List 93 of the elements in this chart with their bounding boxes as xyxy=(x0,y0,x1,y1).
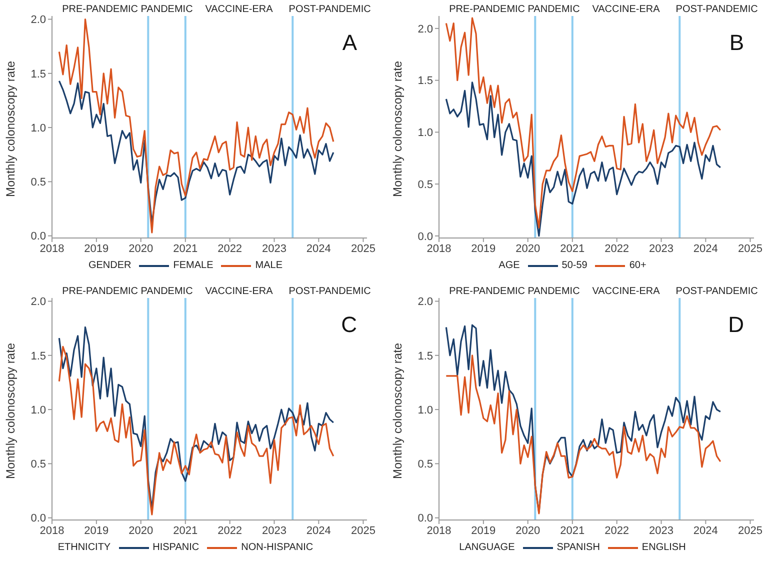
y-tick-label: 0.5 xyxy=(30,176,46,189)
y-tick-label: 0.5 xyxy=(418,178,433,191)
x-tick-label: 2019 xyxy=(471,524,496,537)
x-tick-label: 2022 xyxy=(218,524,242,537)
x-tick-label: 2024 xyxy=(306,524,331,537)
y-tick-label: 2.0 xyxy=(418,23,433,36)
line-series xyxy=(445,354,722,514)
y-tick-label: 0.0 xyxy=(418,512,433,525)
text: POST-PANDEMIC xyxy=(288,286,371,297)
text: PANDEMIC xyxy=(140,4,193,15)
legend-title: AGE xyxy=(498,260,520,271)
x-tick-label: 2025 xyxy=(350,524,376,537)
legend-label: MALE xyxy=(255,260,283,271)
x-tick-label: 2024 xyxy=(306,242,331,255)
x-tick-label: 2018 xyxy=(40,242,64,255)
x-tick-label: 2023 xyxy=(649,242,674,255)
legend-label: NON-HISPANIC xyxy=(241,542,314,553)
text: VACCINE-ERA xyxy=(592,4,660,15)
y-tick-label: 1.5 xyxy=(418,75,433,88)
y-tick-label: 1.0 xyxy=(418,127,433,140)
text: VACCINE-ERA xyxy=(205,286,274,297)
text: PANDEMIC xyxy=(528,286,580,297)
x-tick-label: 2021 xyxy=(173,524,198,537)
x-tick-label: 2019 xyxy=(84,242,109,255)
y-tick-label: 1.5 xyxy=(418,350,433,362)
text: VACCINE-ERA xyxy=(205,4,274,15)
x-tick-label: 2022 xyxy=(604,242,630,255)
x-tick-label: 2022 xyxy=(604,524,630,537)
x-tick-label: 2021 xyxy=(173,242,198,255)
x-tick-label: 2018 xyxy=(40,524,64,537)
legend-title: GENDER xyxy=(88,260,132,271)
legend-title: ETHNICITY xyxy=(58,542,111,553)
legend-label: HISPANIC xyxy=(152,542,200,553)
text: PANDEMIC xyxy=(140,286,193,297)
x-tick-label: 2020 xyxy=(128,242,154,255)
x-tick-label: 2020 xyxy=(516,242,540,255)
legend-label: 60+ xyxy=(629,260,646,271)
x-tick-label: 2023 xyxy=(649,524,674,537)
x-tick-label: 2025 xyxy=(738,242,762,255)
legend-title: LANGUAGE xyxy=(459,542,515,553)
legend-label: ENGLISH xyxy=(642,542,686,553)
text: PRE-PANDEMIC xyxy=(62,4,138,15)
y-tick-label: 1.5 xyxy=(30,68,46,80)
y-axis-title: Monthly colonoscopy rate xyxy=(390,60,404,197)
legend-label: FEMALE xyxy=(173,260,214,271)
text: PRE-PANDEMIC xyxy=(62,286,138,297)
text: PANDEMIC xyxy=(528,4,580,15)
legend-label: SPANISH xyxy=(556,542,600,553)
legend-label: 50-59 xyxy=(562,260,588,271)
y-tick-label: 0.0 xyxy=(30,512,46,525)
text: POST-PANDEMIC xyxy=(676,4,758,15)
x-tick-label: 2020 xyxy=(516,524,540,537)
x-tick-label: 2025 xyxy=(350,242,376,255)
y-axis-title: Monthly colonoscopy rate xyxy=(3,60,18,197)
x-tick-label: 2018 xyxy=(426,524,452,537)
x-tick-label: 2019 xyxy=(84,524,109,537)
text: POST-PANDEMIC xyxy=(288,4,371,15)
annotation: D xyxy=(728,312,744,338)
y-tick-label: 0.0 xyxy=(30,230,46,243)
x-tick-label: 2023 xyxy=(262,242,286,255)
y-tick-label: 0.5 xyxy=(30,458,46,471)
x-tick-label: 2021 xyxy=(560,524,585,537)
annotation: B xyxy=(729,30,744,56)
text: POST-PANDEMIC xyxy=(676,286,758,297)
x-tick-label: 2019 xyxy=(471,242,496,255)
x-tick-label: 2025 xyxy=(738,524,762,537)
text: PRE-PANDEMIC xyxy=(449,286,526,297)
y-tick-label: 2.0 xyxy=(418,296,433,308)
y-tick-label: 1.0 xyxy=(30,404,46,416)
y-tick-label: 2.0 xyxy=(30,296,46,308)
x-tick-label: 2021 xyxy=(560,242,585,255)
text: PRE-PANDEMIC xyxy=(449,4,526,15)
y-tick-label: 2.0 xyxy=(30,14,46,26)
x-tick-label: 2024 xyxy=(693,524,718,537)
text: VACCINE-ERA xyxy=(592,286,660,297)
line-series xyxy=(445,17,722,228)
y-tick-label: 0.5 xyxy=(418,458,433,471)
y-axis-title: Monthly colonoscopy rate xyxy=(3,342,18,479)
x-tick-label: 2023 xyxy=(262,524,286,537)
line-series xyxy=(445,82,722,237)
annotation: A xyxy=(342,30,357,56)
annotation: C xyxy=(341,312,357,338)
x-tick-label: 2018 xyxy=(426,242,452,255)
line-series xyxy=(58,18,334,234)
x-tick-label: 2020 xyxy=(128,524,154,537)
line-series xyxy=(58,80,334,224)
y-axis-title: Monthly colonoscopy rate xyxy=(390,342,404,479)
x-tick-label: 2022 xyxy=(218,242,242,255)
x-tick-label: 2024 xyxy=(693,242,718,255)
y-tick-label: 0.0 xyxy=(418,230,433,243)
y-tick-label: 1.0 xyxy=(418,404,433,416)
y-tick-label: 1.0 xyxy=(30,122,46,134)
y-tick-label: 1.5 xyxy=(30,350,46,362)
